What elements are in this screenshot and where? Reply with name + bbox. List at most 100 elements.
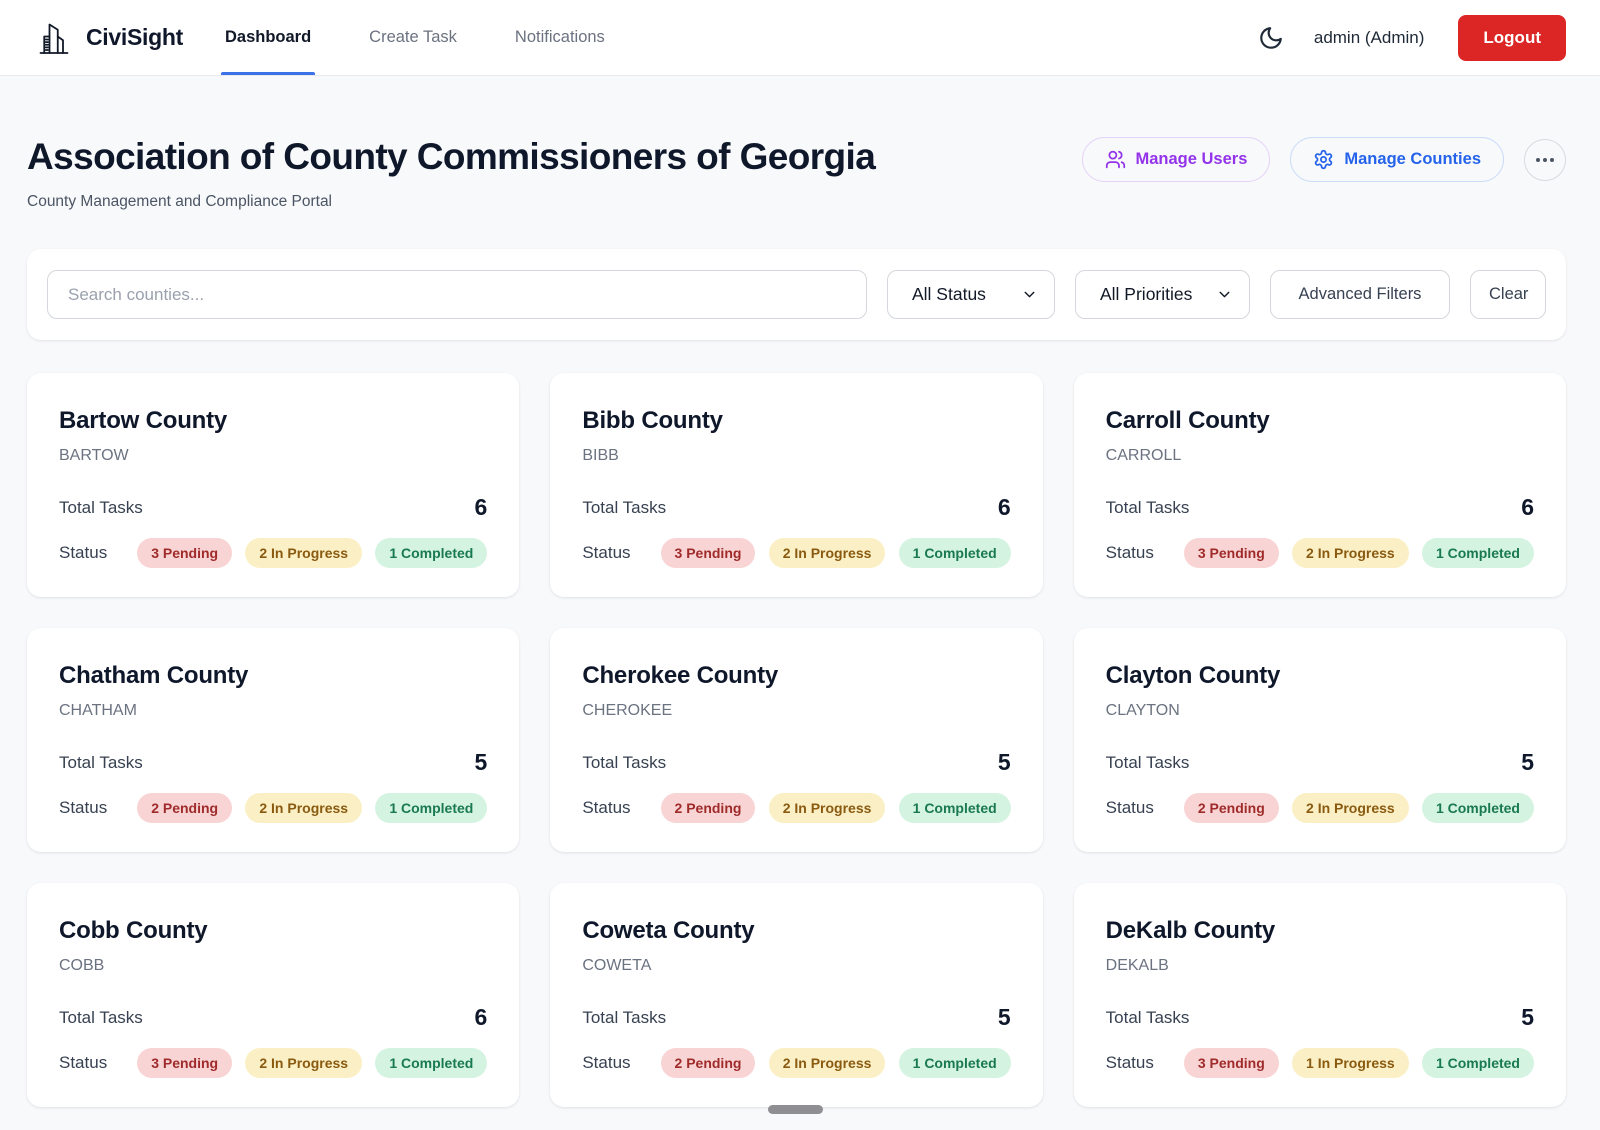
page-title: Association of County Commissioners of G… — [27, 136, 876, 177]
status-badge-pending: 3 Pending — [1183, 1048, 1279, 1078]
status-badges: 3 Pending 2 In Progress 1 Completed — [1183, 538, 1534, 568]
status-badge-in_progress: 2 In Progress — [245, 538, 363, 568]
status-badge-in_progress: 2 In Progress — [768, 1048, 886, 1078]
status-badge-in_progress: 2 In Progress — [245, 793, 363, 823]
total-tasks-value: 5 — [1521, 749, 1534, 775]
county-code: DEKALB — [1105, 957, 1169, 974]
status-label: Status — [1105, 1053, 1154, 1072]
civisight-logo-icon — [36, 18, 72, 58]
county-code: CARROLL — [1105, 447, 1182, 464]
status-badge-in_progress: 2 In Progress — [245, 1048, 363, 1078]
status-row: Status 2 Pending 2 In Progress 1 Completed — [582, 1048, 1011, 1078]
status-badges: 3 Pending 2 In Progress 1 Completed — [660, 538, 1011, 568]
status-label: Status — [59, 1053, 108, 1072]
county-card[interactable]: Cherokee County CHEROKEE Total Tasks 5 S… — [550, 628, 1043, 852]
status-badge-in_progress: 1 In Progress — [1292, 1048, 1409, 1078]
status-filter-select[interactable]: All Status — [887, 270, 1055, 319]
logout-button[interactable]: Logout — [1458, 14, 1566, 61]
clear-filters-button[interactable]: Clear — [1470, 270, 1546, 319]
status-badge-completed: 1 Completed — [1421, 538, 1534, 568]
status-badges: 3 Pending 2 In Progress 1 Completed — [137, 538, 488, 568]
county-card[interactable]: Chatham County CHATHAM Total Tasks 5 Sta… — [27, 628, 520, 852]
status-badge-pending: 2 Pending — [660, 793, 756, 823]
status-badge-pending: 3 Pending — [137, 538, 233, 568]
total-tasks-value: 6 — [474, 1004, 488, 1030]
county-code: CLAYTON — [1105, 702, 1180, 719]
status-row: Status 3 Pending 2 In Progress 1 Completed — [59, 538, 488, 568]
status-label: Status — [1105, 543, 1154, 562]
more-options-button[interactable] — [1524, 138, 1566, 181]
total-tasks-row: Total Tasks 5 — [1106, 1004, 1534, 1031]
status-badge-pending: 2 Pending — [137, 793, 233, 823]
county-card[interactable]: Clayton County CLAYTON Total Tasks 5 Sta… — [1073, 628, 1566, 852]
total-tasks-label: Total Tasks — [582, 752, 667, 772]
status-badge-in_progress: 2 In Progress — [1292, 538, 1409, 568]
status-row: Status 3 Pending 1 In Progress 1 Completed — [1106, 1048, 1534, 1078]
priorities-filter-select[interactable]: All Priorities — [1075, 270, 1250, 319]
total-tasks-row: Total Tasks 5 — [582, 749, 1010, 776]
status-row: Status 2 Pending 2 In Progress 1 Completed — [582, 793, 1011, 823]
total-tasks-label: Total Tasks — [1105, 1007, 1190, 1027]
horizontal-scrollbar-thumb[interactable] — [768, 1105, 823, 1114]
total-tasks-row: Total Tasks 5 — [582, 1004, 1010, 1031]
advanced-filters-button[interactable]: Advanced Filters — [1270, 270, 1450, 319]
status-badges: 2 Pending 2 In Progress 1 Completed — [660, 793, 1011, 823]
county-card[interactable]: Bartow County BARTOW Total Tasks 6 Statu… — [27, 373, 520, 597]
status-badge-completed: 1 Completed — [898, 538, 1011, 568]
total-tasks-value: 6 — [474, 494, 488, 520]
chevron-down-icon — [1202, 286, 1233, 303]
county-card[interactable]: Carroll County CARROLL Total Tasks 6 Sta… — [1073, 373, 1566, 597]
total-tasks-value: 5 — [474, 749, 488, 775]
status-badge-in_progress: 2 In Progress — [1292, 793, 1409, 823]
nav-tab-notifications[interactable]: Notifications — [514, 28, 605, 46]
status-row: Status 3 Pending 2 In Progress 1 Completed — [59, 1048, 488, 1078]
chevron-down-icon — [1007, 286, 1038, 303]
dark-mode-toggle-button[interactable] — [1258, 25, 1284, 51]
county-card[interactable]: Coweta County COWETA Total Tasks 5 Statu… — [550, 883, 1043, 1107]
county-name: Bartow County — [59, 407, 228, 434]
total-tasks-row: Total Tasks 5 — [1106, 749, 1534, 776]
county-card[interactable]: Bibb County BIBB Total Tasks 6 Status 3 … — [550, 373, 1043, 597]
main-content: Association of County Commissioners of G… — [0, 136, 1600, 1107]
county-cards-grid: Bartow County BARTOW Total Tasks 6 Statu… — [27, 373, 1566, 1107]
status-badge-completed: 1 Completed — [898, 793, 1011, 823]
status-row: Status 2 Pending 2 In Progress 1 Completed — [59, 793, 488, 823]
county-name: Chatham County — [59, 662, 249, 689]
status-label: Status — [59, 798, 108, 817]
nav-tab-create-task[interactable]: Create Task — [369, 28, 457, 46]
status-badge-pending: 3 Pending — [660, 538, 756, 568]
total-tasks-label: Total Tasks — [1105, 752, 1190, 772]
county-code: CHATHAM — [59, 702, 137, 719]
status-badge-completed: 1 Completed — [1421, 793, 1534, 823]
status-badge-completed: 1 Completed — [375, 793, 488, 823]
county-code: COBB — [59, 957, 105, 974]
county-code: BARTOW — [59, 447, 129, 464]
logged-in-user-label: admin (Admin) — [1313, 27, 1425, 47]
status-label: Status — [582, 1053, 631, 1072]
manage-users-button[interactable]: Manage Users — [1081, 137, 1271, 182]
total-tasks-value: 5 — [1521, 1004, 1534, 1030]
total-tasks-label: Total Tasks — [59, 752, 143, 772]
total-tasks-label: Total Tasks — [59, 1007, 143, 1027]
county-name: Coweta County — [582, 917, 755, 944]
status-badge-completed: 1 Completed — [375, 538, 488, 568]
search-counties-input[interactable] — [47, 270, 867, 319]
manage-counties-button[interactable]: Manage Counties — [1290, 137, 1504, 182]
status-label: Status — [59, 543, 108, 562]
top-nav-bar: CiviSight Dashboard Create Task Notifica… — [0, 0, 1600, 76]
manage-users-label: Manage Users — [1135, 150, 1248, 168]
status-badges: 2 Pending 2 In Progress 1 Completed — [137, 793, 488, 823]
county-card[interactable]: Cobb County COBB Total Tasks 6 Status 3 … — [27, 883, 520, 1107]
status-row: Status 3 Pending 2 In Progress 1 Completed — [582, 538, 1011, 568]
county-card[interactable]: DeKalb County DEKALB Total Tasks 5 Statu… — [1073, 883, 1566, 1107]
county-code: COWETA — [582, 957, 652, 974]
total-tasks-value: 5 — [997, 749, 1011, 775]
total-tasks-row: Total Tasks 6 — [582, 494, 1010, 521]
status-label: Status — [582, 798, 631, 817]
total-tasks-row: Total Tasks 6 — [1106, 494, 1534, 521]
nav-tab-dashboard[interactable]: Dashboard — [220, 0, 316, 75]
status-filter-value: All Status — [912, 284, 986, 304]
county-code: BIBB — [582, 447, 619, 464]
total-tasks-label: Total Tasks — [582, 497, 667, 517]
total-tasks-label: Total Tasks — [59, 497, 143, 517]
